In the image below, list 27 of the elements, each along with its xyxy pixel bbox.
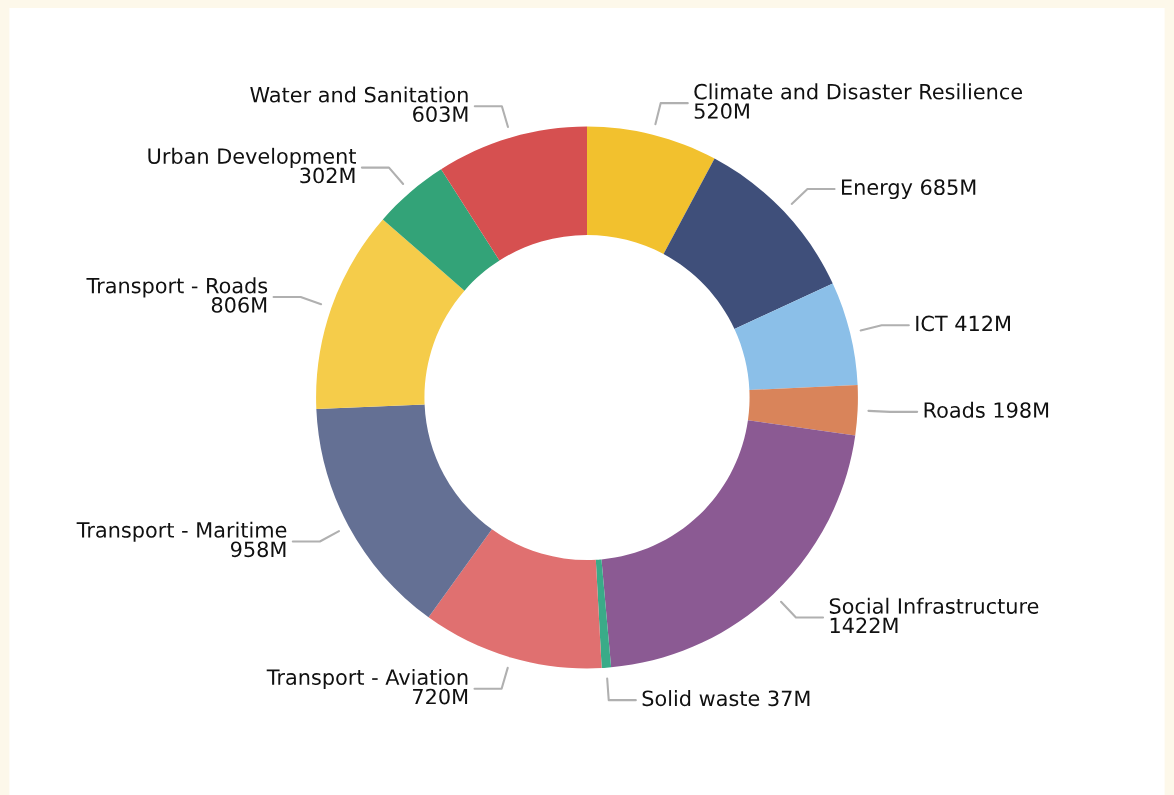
slice-label: Solid waste 37M	[642, 690, 810, 707]
donut-slice	[663, 158, 833, 330]
donut-slice	[441, 126, 587, 261]
data-label: 1422M	[830, 617, 898, 633]
donut-slice	[595, 559, 612, 669]
slice-label: Water and Sanitation	[250, 86, 468, 103]
data-label: 806M	[211, 297, 267, 313]
donut-slice	[734, 283, 858, 391]
data-label: 720M	[413, 688, 468, 705]
donut-slice	[382, 169, 500, 291]
slice-label: Climate and Disaster Resilience	[694, 83, 1023, 100]
slice-label: Social Infrastructure	[829, 597, 1039, 614]
data-label: 302M	[300, 167, 355, 184]
donut-slice	[428, 529, 602, 669]
slice-label: Roads 198M	[924, 401, 1049, 418]
donut-slice	[316, 219, 465, 410]
donut-slice	[587, 126, 715, 255]
slice-label: ICT 412M	[916, 315, 1010, 332]
slice-label: Transport - Roads	[86, 277, 268, 298]
data-label: 958M	[230, 541, 286, 558]
slice-label: Urban Development	[148, 147, 356, 168]
donut-slice	[747, 385, 858, 436]
data-label: 520M	[694, 103, 749, 119]
slice-label: Energy 685M	[842, 179, 976, 200]
donut-slice	[316, 404, 492, 618]
data-label: 603M	[413, 106, 468, 122]
slice-label: Transport - Maritime	[76, 521, 287, 542]
